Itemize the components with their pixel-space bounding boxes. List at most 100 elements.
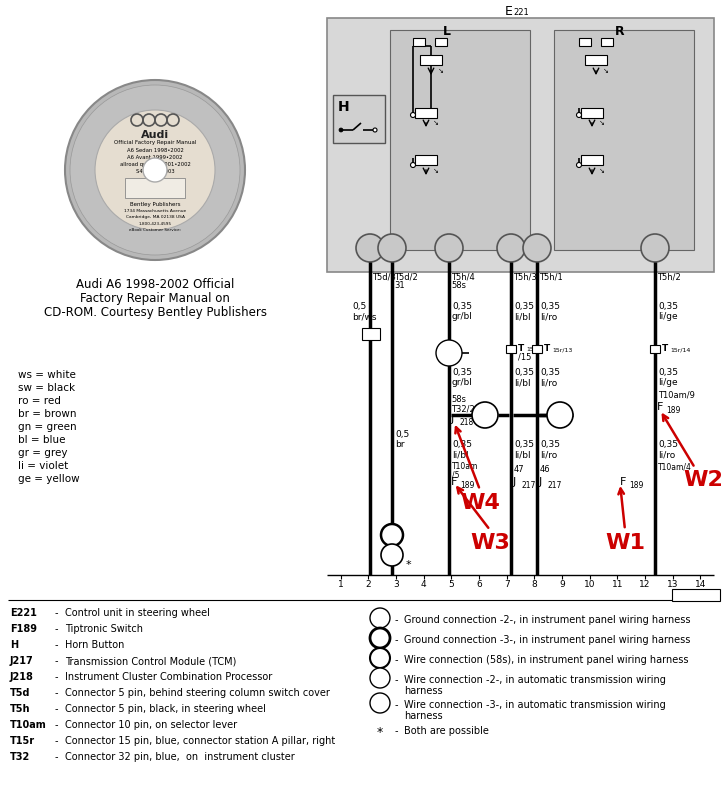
Text: br/ws: br/ws <box>352 312 376 321</box>
Text: 3: 3 <box>393 580 399 589</box>
Text: li/ro: li/ro <box>540 450 557 459</box>
Text: Factory Repair Manual on: Factory Repair Manual on <box>80 292 230 305</box>
Text: J: J <box>451 414 454 424</box>
Text: -: - <box>395 700 398 710</box>
Text: 199: 199 <box>373 634 387 642</box>
Bar <box>579 38 591 46</box>
Text: J217: J217 <box>10 656 34 666</box>
Bar <box>125 178 185 198</box>
Text: Horn Button: Horn Button <box>65 640 125 650</box>
Text: -: - <box>395 726 398 736</box>
Text: A6 Avant 1999•2002: A6 Avant 1999•2002 <box>127 155 182 160</box>
Text: 0,35: 0,35 <box>514 440 534 449</box>
Bar <box>585 55 607 65</box>
Text: /5: /5 <box>452 470 460 479</box>
Text: 0,35: 0,35 <box>514 368 534 377</box>
Text: 0,35: 0,35 <box>452 302 472 311</box>
Text: S4 Avant 2003: S4 Avant 2003 <box>135 169 174 174</box>
Text: J218: J218 <box>10 672 34 682</box>
Circle shape <box>435 234 463 262</box>
Text: li/ge: li/ge <box>658 378 678 387</box>
Text: li = violet: li = violet <box>18 461 68 471</box>
Text: 0,35: 0,35 <box>452 368 472 377</box>
Text: 9: 9 <box>559 580 565 589</box>
Bar <box>506 345 516 353</box>
Text: 189: 189 <box>460 481 474 490</box>
Text: Wire connection -3-, in automatic transmission wiring: Wire connection -3-, in automatic transm… <box>404 700 666 710</box>
Text: Cambridge, MA 02138 USA: Cambridge, MA 02138 USA <box>125 215 185 219</box>
Bar <box>415 155 437 165</box>
Text: 221: 221 <box>513 8 529 17</box>
Circle shape <box>381 544 403 566</box>
Text: CD-ROM. Courtesy Bentley Publishers: CD-ROM. Courtesy Bentley Publishers <box>43 306 266 319</box>
Text: 199: 199 <box>384 530 399 540</box>
Circle shape <box>373 128 377 132</box>
Text: 13: 13 <box>667 580 678 589</box>
Bar <box>672 589 720 601</box>
Text: ↘: ↘ <box>603 68 609 74</box>
Text: li/bl: li/bl <box>514 312 531 321</box>
Text: Connector 5 pin, black, in steering wheel: Connector 5 pin, black, in steering whee… <box>65 704 266 714</box>
Text: -: - <box>55 656 59 666</box>
Circle shape <box>356 234 384 262</box>
Text: 15r/13: 15r/13 <box>552 347 573 352</box>
Text: -: - <box>55 688 59 698</box>
Text: 58s: 58s <box>451 281 466 290</box>
Text: 1-800-423-4595: 1-800-423-4595 <box>138 222 172 226</box>
Text: 135: 135 <box>373 614 387 622</box>
Text: 218: 218 <box>460 418 474 427</box>
Bar <box>435 38 447 46</box>
Circle shape <box>70 85 240 255</box>
Text: Ground connection -2-, in instrument panel wiring harness: Ground connection -2-, in instrument pan… <box>404 615 691 625</box>
Text: Audi: Audi <box>141 130 169 140</box>
Text: li/ro: li/ro <box>658 450 675 459</box>
Circle shape <box>576 163 581 168</box>
Text: 217: 217 <box>548 481 563 490</box>
Text: 0,35: 0,35 <box>658 302 678 311</box>
Text: 5: 5 <box>448 580 454 589</box>
Text: T5h: T5h <box>10 704 30 714</box>
Text: A19: A19 <box>441 349 457 358</box>
Text: 0,35: 0,35 <box>658 368 678 377</box>
Text: U6: U6 <box>553 410 567 420</box>
Bar <box>581 108 603 118</box>
Text: li/ge: li/ge <box>658 312 678 321</box>
Circle shape <box>497 234 525 262</box>
Text: W4: W4 <box>460 493 500 513</box>
Text: 7: 7 <box>504 580 510 589</box>
Text: gr = grey: gr = grey <box>18 448 67 458</box>
Text: ↘: ↘ <box>433 168 439 174</box>
Text: T15r: T15r <box>10 736 35 746</box>
Text: T: T <box>662 344 668 353</box>
Circle shape <box>576 112 581 118</box>
Circle shape <box>370 693 390 713</box>
Text: T: T <box>544 344 550 353</box>
Text: 1734 Massachusetts Avenue: 1734 Massachusetts Avenue <box>124 209 186 213</box>
Text: 217: 217 <box>522 481 536 490</box>
Text: 2: 2 <box>366 580 371 589</box>
Text: F: F <box>451 477 458 487</box>
Text: 15r: 15r <box>526 347 536 352</box>
Text: allroad quattro 2001•2002: allroad quattro 2001•2002 <box>119 162 190 167</box>
Text: Transmission Control Module (TCM): Transmission Control Module (TCM) <box>65 656 236 666</box>
Text: -: - <box>55 608 59 618</box>
Text: ge = yellow: ge = yellow <box>18 474 80 484</box>
Text: Official Factory Repair Manual: Official Factory Repair Manual <box>114 140 196 145</box>
Text: Both are possible: Both are possible <box>404 726 489 736</box>
Text: 0,35: 0,35 <box>540 302 560 311</box>
Text: gr/bl: gr/bl <box>452 378 473 387</box>
Text: ↘: ↘ <box>433 120 439 126</box>
Bar <box>554 30 694 250</box>
Bar <box>420 55 442 65</box>
Text: -: - <box>55 720 59 730</box>
Text: T5d: T5d <box>10 688 30 698</box>
Text: 189: 189 <box>666 406 681 415</box>
Text: /15: /15 <box>518 352 531 361</box>
Text: Connector 32 pin, blue,  on  instrument cluster: Connector 32 pin, blue, on instrument cl… <box>65 752 295 762</box>
Text: br = brown: br = brown <box>18 409 77 419</box>
Circle shape <box>370 648 390 668</box>
Text: Ground connection -3-, in instrument panel wiring harness: Ground connection -3-, in instrument pan… <box>404 635 691 645</box>
Text: Bentley Publishers: Bentley Publishers <box>130 202 180 207</box>
Text: ↘: ↘ <box>599 120 605 126</box>
Text: 97-51891: 97-51891 <box>678 590 715 599</box>
